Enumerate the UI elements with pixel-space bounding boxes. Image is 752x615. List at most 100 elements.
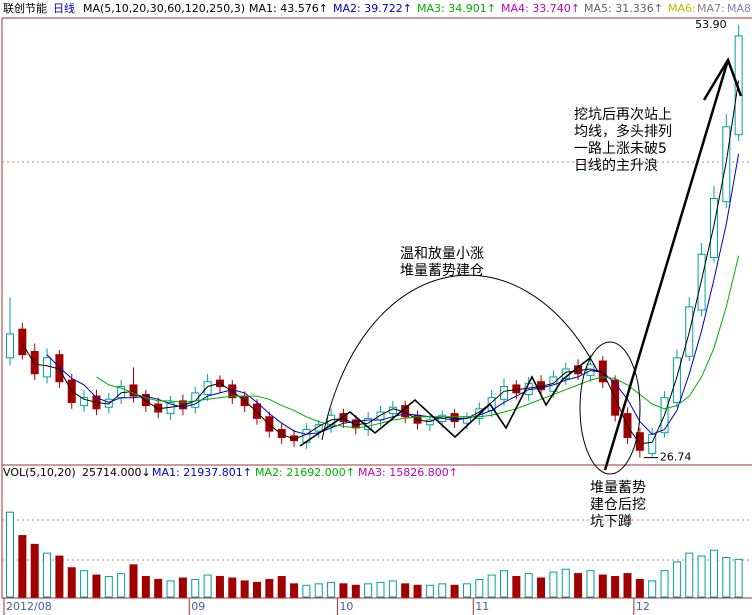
candle-body bbox=[709, 197, 718, 258]
ma-label: MA3: 34.901↑ bbox=[417, 2, 496, 15]
volume-bar bbox=[425, 584, 434, 598]
volume-bar bbox=[462, 583, 471, 598]
volume-bar bbox=[314, 583, 323, 598]
ma-label: MA8 bbox=[727, 2, 751, 15]
candle-body bbox=[80, 397, 89, 407]
volume-bar bbox=[80, 570, 89, 598]
volume-label: MA1: 21937.801↑ bbox=[152, 466, 252, 479]
chart-title: 联创节能 bbox=[3, 1, 47, 15]
annotation: 堆量蓄势 建仓后挖 坑下蹲 bbox=[590, 480, 646, 530]
candle-body bbox=[376, 411, 385, 421]
volume-bar bbox=[450, 584, 459, 598]
volume-bar bbox=[215, 576, 224, 598]
volume-bar bbox=[253, 581, 261, 598]
annotation-text: 日线的主升浪 bbox=[574, 158, 658, 174]
x-tick-label: 11 bbox=[475, 600, 489, 613]
annotation-text: 温和放量小涨 bbox=[400, 246, 484, 262]
volume-bar bbox=[512, 576, 521, 598]
volume-label: MA2: 21692.000↑ bbox=[255, 466, 355, 479]
ma-label: MA1: 43.576↑ bbox=[249, 2, 328, 15]
volume-bar bbox=[339, 583, 348, 598]
min-label: 26.74 bbox=[660, 451, 692, 464]
volume-bar bbox=[438, 583, 447, 598]
volume-bar bbox=[154, 578, 163, 598]
volume-bar bbox=[598, 574, 607, 598]
volume-bar bbox=[376, 581, 385, 598]
candle-body bbox=[30, 350, 39, 375]
candle-body bbox=[129, 384, 138, 397]
candle-body bbox=[253, 403, 261, 419]
indicator-label: MA(5,10,20,30,60,120,250,3) bbox=[83, 2, 245, 15]
ma-label: MA7: bbox=[697, 2, 725, 15]
candle-body bbox=[18, 328, 27, 356]
ma-line bbox=[21, 80, 740, 445]
volume-bar bbox=[141, 576, 150, 598]
annotation-text: 一路上涨未破5 bbox=[574, 141, 667, 157]
volume-bar bbox=[43, 552, 52, 598]
volume-bar bbox=[722, 557, 731, 598]
circle-mark bbox=[579, 341, 641, 475]
annotation-text: 均线，多头排列 bbox=[574, 123, 672, 140]
volume-bar bbox=[697, 555, 706, 598]
volume-bar bbox=[648, 580, 657, 598]
annotation-text: 堆量蓄势建仓 bbox=[400, 263, 484, 279]
volume-bar bbox=[30, 543, 39, 598]
volume-bar bbox=[574, 573, 583, 598]
arrow-head bbox=[702, 57, 743, 101]
candle-body bbox=[672, 357, 681, 403]
ma-label: MA2: 39.722↑ bbox=[333, 2, 412, 15]
volume-bar bbox=[401, 583, 410, 598]
candle-body bbox=[290, 435, 299, 442]
volume-bar bbox=[327, 581, 336, 598]
volume-bar bbox=[475, 578, 484, 598]
period-label: 日线 bbox=[53, 1, 75, 15]
candle-body bbox=[265, 416, 274, 432]
volume-bar bbox=[228, 577, 237, 598]
ma-label: MA6: bbox=[668, 2, 696, 15]
annotation: 挖坑后再次站上 均线，多头排列 一路上涨未破5 日线的主升浪 bbox=[574, 107, 672, 174]
volume-bar bbox=[351, 584, 360, 598]
x-tick-label: 12 bbox=[636, 600, 650, 613]
volume-bar bbox=[240, 580, 249, 598]
marks bbox=[6, 24, 743, 598]
volume-bar bbox=[6, 511, 14, 598]
zigzag-line bbox=[299, 357, 591, 447]
volume-bar bbox=[487, 574, 496, 598]
volume-label: 25714.000↓ bbox=[82, 466, 151, 479]
volume-bar bbox=[734, 558, 743, 598]
volume-bar bbox=[537, 577, 546, 598]
candle-body bbox=[141, 393, 150, 407]
volume-bar bbox=[413, 584, 422, 598]
volume-bar bbox=[67, 567, 76, 598]
annotation-text: 挖坑后再次站上 bbox=[574, 107, 672, 123]
arrow-shaft bbox=[603, 59, 730, 471]
volume-bar bbox=[388, 580, 397, 598]
x-tick-label: 09 bbox=[191, 600, 205, 613]
volume-bar bbox=[561, 568, 570, 598]
candle-body bbox=[327, 414, 336, 427]
volume-bar bbox=[364, 583, 373, 598]
ma-label: MA5: 31.336↑ bbox=[584, 2, 663, 15]
volume-bar bbox=[709, 549, 718, 598]
annotation-text: 坑下蹲 bbox=[590, 514, 632, 530]
volume-bar bbox=[178, 577, 187, 598]
candle-body bbox=[277, 429, 286, 439]
volume-bar bbox=[500, 570, 508, 598]
volume-bar bbox=[166, 580, 175, 598]
annotation: 温和放量小涨 堆量蓄势建仓 bbox=[400, 246, 484, 279]
volume-bar bbox=[203, 574, 212, 598]
volume-title: VOL(5,10,20) bbox=[3, 466, 76, 479]
volume-bar bbox=[611, 576, 620, 598]
volume-bar bbox=[265, 578, 274, 598]
candle-body bbox=[339, 413, 348, 423]
volume-bar bbox=[660, 570, 669, 598]
annotation-text: 建仓后挖 bbox=[590, 497, 646, 513]
ma-line bbox=[96, 255, 740, 429]
volume-bar bbox=[92, 574, 101, 598]
candle-body bbox=[178, 400, 187, 410]
candle-body bbox=[203, 381, 212, 395]
volume-bar bbox=[672, 561, 681, 598]
candle-body bbox=[425, 419, 434, 426]
